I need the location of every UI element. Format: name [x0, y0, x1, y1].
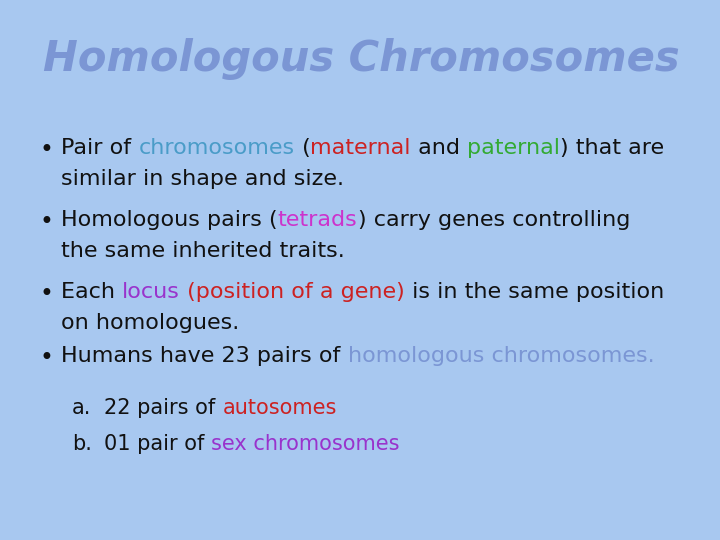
- Text: •: •: [40, 138, 53, 161]
- Text: homologous chromosomes.: homologous chromosomes.: [348, 346, 654, 366]
- Text: (position of a gene): (position of a gene): [180, 281, 405, 301]
- Text: chromosomes: chromosomes: [138, 138, 294, 158]
- Text: Homologous pairs (: Homologous pairs (: [61, 210, 278, 230]
- Text: autosomes: autosomes: [222, 398, 337, 418]
- Text: 01 pair of: 01 pair of: [104, 434, 212, 454]
- Text: is in the same position: is in the same position: [405, 281, 665, 301]
- Text: 22 pairs of: 22 pairs of: [104, 398, 222, 418]
- Text: Humans have 23 pairs of: Humans have 23 pairs of: [61, 346, 348, 366]
- Text: maternal: maternal: [310, 138, 411, 158]
- Text: •: •: [40, 210, 53, 234]
- Text: a.: a.: [72, 398, 91, 418]
- Text: ) that are: ) that are: [560, 138, 664, 158]
- Text: Pair of: Pair of: [61, 138, 138, 158]
- Text: locus: locus: [122, 281, 180, 301]
- Text: paternal: paternal: [467, 138, 560, 158]
- Text: b.: b.: [72, 434, 92, 454]
- Text: similar in shape and size.: similar in shape and size.: [61, 169, 344, 189]
- Text: tetrads: tetrads: [278, 210, 358, 230]
- Text: ) carry genes controlling: ) carry genes controlling: [358, 210, 630, 230]
- Text: on homologues.: on homologues.: [61, 313, 240, 333]
- Text: sex chromosomes: sex chromosomes: [212, 434, 400, 454]
- Text: Homologous Chromosomes: Homologous Chromosomes: [43, 38, 680, 80]
- Text: (: (: [294, 138, 310, 158]
- Text: Each: Each: [61, 281, 122, 301]
- Text: and: and: [411, 138, 467, 158]
- Text: the same inherited traits.: the same inherited traits.: [61, 241, 345, 261]
- Text: •: •: [40, 346, 53, 370]
- Text: •: •: [40, 281, 53, 306]
